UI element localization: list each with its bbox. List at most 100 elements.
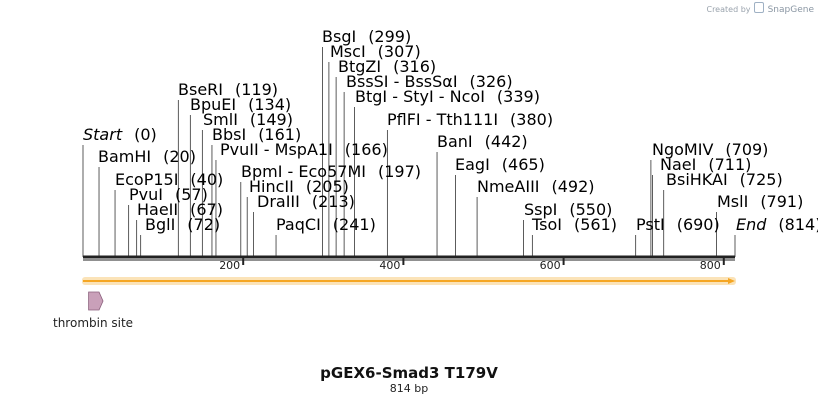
site-label-btgzi[interactable]: BtgZI (316) bbox=[338, 57, 436, 76]
site-position: (316) bbox=[393, 57, 436, 76]
tick-label-600: 600 bbox=[540, 259, 561, 272]
ruler-ticks: 200 400 600 800 bbox=[219, 258, 725, 272]
site-position: (197) bbox=[378, 162, 421, 181]
site-name: BpuEI bbox=[190, 95, 236, 114]
site-name: PstI bbox=[636, 215, 665, 234]
site-label-bseri[interactable]: BseRI (119) bbox=[178, 80, 278, 99]
site-position: (442) bbox=[485, 132, 528, 151]
watermark: Created by SnapGene bbox=[706, 2, 814, 15]
site-position: (711) bbox=[708, 155, 751, 174]
site-label-eagi[interactable]: EagI (465) bbox=[455, 155, 545, 174]
site-name: BbsI bbox=[212, 125, 246, 144]
site-name: PvuI bbox=[129, 185, 163, 204]
site-position: (241) bbox=[333, 215, 376, 234]
site-name: Start bbox=[83, 125, 123, 144]
site-label-ngomiv[interactable]: NgoMIV (709) bbox=[652, 140, 768, 159]
site-position: (561) bbox=[574, 215, 617, 234]
site-label-bpuei[interactable]: BpuEI (134) bbox=[190, 95, 291, 114]
site-position: (725) bbox=[740, 170, 783, 189]
site-label-bgli[interactable]: BglI (72) bbox=[145, 215, 220, 234]
site-position: (550) bbox=[569, 200, 612, 219]
site-label-end[interactable]: End (814) bbox=[736, 215, 818, 234]
site-name: TsoI bbox=[531, 215, 562, 234]
site-label-bbsi[interactable]: BbsI (161) bbox=[212, 125, 301, 144]
site-label-msli[interactable]: MslI (791) bbox=[717, 192, 803, 211]
site-label-pvui[interactable]: PvuI (57) bbox=[129, 185, 208, 204]
site-label-bamhi[interactable]: BamHI (20) bbox=[98, 147, 196, 166]
site-name: BglI bbox=[145, 215, 175, 234]
map-length: 814 bp bbox=[389, 382, 429, 395]
site-name: BsiHKAI bbox=[666, 170, 728, 189]
site-label-hincii[interactable]: HincII (205) bbox=[249, 177, 349, 196]
site-label-psti[interactable]: PstI (690) bbox=[636, 215, 720, 234]
site-label-bsssi-bsss-i[interactable]: BssSI - BssSαI (326) bbox=[346, 72, 513, 91]
site-name: PvuII - MspA1I bbox=[220, 140, 333, 159]
site-position: (326) bbox=[470, 72, 513, 91]
site-label-bsgi[interactable]: BsgI (299) bbox=[322, 27, 411, 46]
tick-label-800: 800 bbox=[700, 259, 721, 272]
site-label-haeii[interactable]: HaeII (67) bbox=[137, 200, 223, 219]
site-name: PaqCI bbox=[276, 215, 321, 234]
features bbox=[88, 291, 104, 311]
site-name: BseRI bbox=[178, 80, 223, 99]
feature-arrow-thrombin-site[interactable] bbox=[88, 291, 104, 311]
feature-label-thrombin-site[interactable]: thrombin site bbox=[53, 316, 134, 330]
site-name: HaeII bbox=[137, 200, 178, 219]
site-name: EcoP15I bbox=[115, 170, 178, 189]
site-name: SspI bbox=[524, 200, 557, 219]
cut-site-labels: Start (0) BamHI (20) EcoP15I (40) PvuI (57)HaeI… bbox=[83, 27, 818, 234]
site-name: BamHI bbox=[98, 147, 151, 166]
site-name: BsgI bbox=[322, 27, 356, 46]
site-label-smli[interactable]: SmlI (149) bbox=[203, 110, 293, 129]
site-name: BtgI - StyI - NcoI bbox=[355, 87, 485, 106]
site-label-bani[interactable]: BanI (442) bbox=[437, 132, 528, 151]
watermark-prefix: Created by bbox=[706, 5, 751, 14]
site-name: BtgZI bbox=[338, 57, 381, 76]
site-label-start[interactable]: Start (0) bbox=[83, 125, 157, 144]
site-label-naei[interactable]: NaeI (711) bbox=[660, 155, 751, 174]
site-position: (380) bbox=[510, 110, 553, 129]
site-label-bsihkai[interactable]: BsiHKAI (725) bbox=[666, 170, 783, 189]
site-position: (40) bbox=[190, 170, 223, 189]
site-position: (709) bbox=[725, 140, 768, 159]
site-position: (791) bbox=[760, 192, 803, 211]
watermark-brand: SnapGene bbox=[767, 5, 814, 15]
site-name: BssSI - BssSαI bbox=[346, 72, 458, 91]
site-name: DraIII bbox=[257, 192, 300, 211]
site-name: HincII bbox=[249, 177, 294, 196]
cut-site-lines bbox=[82, 47, 736, 257]
site-position: (166) bbox=[345, 140, 388, 159]
site-label-bpmi-eco57mi[interactable]: BpmI - Eco57MI (197) bbox=[241, 162, 421, 181]
snapgene-logo-icon bbox=[754, 2, 765, 13]
site-name: End bbox=[736, 215, 767, 234]
site-position: (134) bbox=[248, 95, 291, 114]
site-position: (339) bbox=[497, 87, 540, 106]
site-label-draiii[interactable]: DraIII (213) bbox=[257, 192, 355, 211]
tick-label-400: 400 bbox=[379, 259, 400, 272]
site-position: (213) bbox=[312, 192, 355, 211]
site-label-paqci[interactable]: PaqCI (241) bbox=[276, 215, 376, 234]
site-label-msci[interactable]: MscI (307) bbox=[330, 42, 421, 61]
site-label-pflfi-tth111i[interactable]: PflFI - Tth111I (380) bbox=[387, 110, 553, 129]
site-name: PflFI - Tth111I bbox=[387, 110, 498, 129]
site-label-pvuii-mspa1i[interactable]: PvuII - MspA1I (166) bbox=[220, 140, 388, 159]
site-position: (307) bbox=[378, 42, 421, 61]
site-label-tsoi[interactable]: TsoI (561) bbox=[531, 215, 617, 234]
site-name: MscI bbox=[330, 42, 366, 61]
site-label-sspi[interactable]: SspI (550) bbox=[524, 200, 612, 219]
site-position: (67) bbox=[190, 200, 223, 219]
site-label-btgi-styi-ncoi[interactable]: BtgI - StyI - NcoI (339) bbox=[355, 87, 540, 106]
map-title: pGEX6-Smad3 T179V bbox=[320, 364, 498, 382]
site-label-ecop15i[interactable]: EcoP15I (40) bbox=[115, 170, 223, 189]
site-name: MslI bbox=[717, 192, 748, 211]
site-position: (814) bbox=[778, 215, 818, 234]
orf-arrow[interactable] bbox=[82, 277, 736, 285]
site-position: (57) bbox=[175, 185, 208, 204]
site-label-nmeaiii[interactable]: NmeAIII (492) bbox=[477, 177, 595, 196]
site-position: (72) bbox=[187, 215, 220, 234]
sequence-backbone bbox=[83, 255, 735, 261]
tick-label-200: 200 bbox=[219, 259, 240, 272]
site-position: (149) bbox=[250, 110, 293, 129]
site-position: (0) bbox=[134, 125, 157, 144]
